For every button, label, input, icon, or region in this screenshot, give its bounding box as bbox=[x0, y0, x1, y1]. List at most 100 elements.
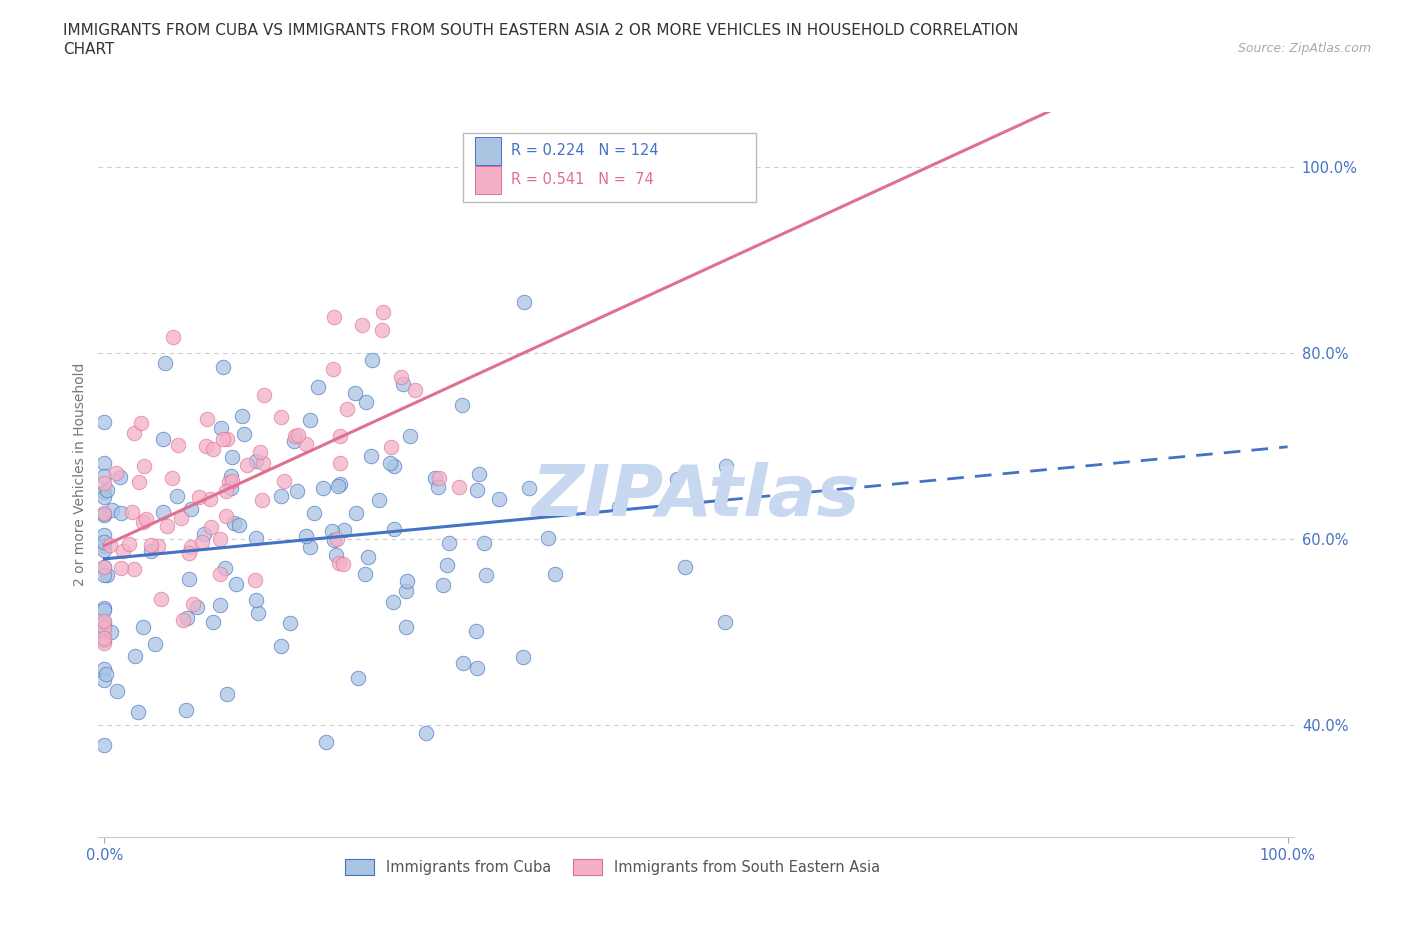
Point bbox=[436, 558, 458, 573]
Point bbox=[93, 538, 115, 553]
Point bbox=[273, 473, 295, 488]
Point bbox=[513, 294, 536, 309]
Point bbox=[361, 353, 384, 368]
Point bbox=[329, 477, 352, 492]
Point bbox=[190, 534, 212, 549]
Point bbox=[93, 662, 115, 677]
Point bbox=[215, 509, 238, 524]
Point bbox=[451, 656, 474, 671]
Point bbox=[215, 686, 238, 701]
Text: ZIPAtlas: ZIPAtlas bbox=[531, 461, 860, 530]
Point bbox=[104, 466, 127, 481]
Point bbox=[465, 623, 488, 638]
Point bbox=[328, 479, 350, 494]
Point bbox=[392, 376, 415, 391]
Point bbox=[270, 638, 292, 653]
Point bbox=[181, 597, 204, 612]
Point bbox=[333, 523, 356, 538]
Point bbox=[512, 649, 534, 664]
Point bbox=[146, 538, 169, 553]
Point bbox=[162, 329, 184, 344]
Point bbox=[93, 625, 115, 640]
Point bbox=[245, 531, 267, 546]
Point bbox=[517, 481, 540, 496]
Point bbox=[295, 528, 318, 543]
Point bbox=[94, 666, 117, 681]
Point bbox=[212, 432, 235, 447]
Point bbox=[287, 427, 309, 442]
Point bbox=[93, 469, 115, 484]
Point bbox=[152, 505, 174, 520]
Point bbox=[124, 649, 146, 664]
Point bbox=[299, 539, 322, 554]
Point bbox=[195, 439, 218, 454]
Point bbox=[353, 566, 375, 581]
Point bbox=[451, 398, 474, 413]
Point bbox=[180, 502, 202, 517]
Point bbox=[315, 735, 337, 750]
Point bbox=[389, 369, 412, 384]
Point bbox=[380, 440, 402, 455]
Point bbox=[93, 475, 115, 490]
Point bbox=[179, 546, 201, 561]
Point bbox=[93, 507, 115, 522]
Point bbox=[472, 535, 495, 550]
Point bbox=[208, 597, 231, 612]
Point bbox=[93, 485, 115, 499]
Point bbox=[93, 614, 115, 629]
Point bbox=[209, 566, 232, 581]
Point bbox=[179, 572, 201, 587]
Point bbox=[465, 483, 488, 498]
Point bbox=[245, 453, 267, 468]
Point bbox=[127, 704, 149, 719]
Point bbox=[488, 492, 510, 507]
Point bbox=[307, 379, 329, 394]
Point bbox=[117, 537, 139, 551]
Point bbox=[218, 474, 240, 489]
Point bbox=[132, 620, 155, 635]
Point bbox=[350, 318, 373, 333]
Point bbox=[245, 592, 267, 607]
Point bbox=[180, 539, 202, 554]
Point bbox=[322, 362, 344, 377]
Point bbox=[425, 471, 447, 485]
Point bbox=[321, 524, 343, 538]
Point bbox=[93, 635, 115, 650]
Point bbox=[93, 505, 115, 520]
Point bbox=[468, 467, 491, 482]
Point bbox=[231, 408, 253, 423]
Point bbox=[368, 492, 391, 507]
Point bbox=[93, 600, 115, 615]
Point bbox=[93, 603, 115, 618]
Point bbox=[714, 458, 737, 473]
Point bbox=[93, 543, 115, 558]
Point bbox=[152, 432, 174, 446]
Point bbox=[673, 559, 696, 574]
Text: IMMIGRANTS FROM CUBA VS IMMIGRANTS FROM SOUTH EASTERN ASIA 2 OR MORE VEHICLES IN: IMMIGRANTS FROM CUBA VS IMMIGRANTS FROM … bbox=[63, 23, 1018, 38]
Point bbox=[475, 567, 498, 582]
Point bbox=[247, 605, 270, 620]
Point bbox=[201, 442, 224, 457]
Point bbox=[214, 561, 236, 576]
Point bbox=[93, 632, 115, 647]
Point bbox=[135, 512, 157, 526]
Point bbox=[93, 737, 115, 752]
Point bbox=[323, 310, 346, 325]
Point bbox=[360, 448, 382, 463]
Point bbox=[93, 615, 115, 630]
Point bbox=[166, 488, 188, 503]
Point bbox=[186, 600, 208, 615]
Point bbox=[270, 488, 292, 503]
Point bbox=[160, 471, 183, 485]
Point bbox=[215, 432, 238, 446]
Point bbox=[200, 491, 222, 506]
Text: R = 0.224   N = 124: R = 0.224 N = 124 bbox=[510, 143, 658, 158]
Point bbox=[110, 561, 132, 576]
Point bbox=[209, 420, 232, 435]
Point bbox=[93, 560, 115, 575]
Point bbox=[252, 493, 274, 508]
Point bbox=[221, 474, 243, 489]
FancyBboxPatch shape bbox=[475, 137, 501, 165]
Point bbox=[396, 574, 419, 589]
Point bbox=[124, 562, 146, 577]
